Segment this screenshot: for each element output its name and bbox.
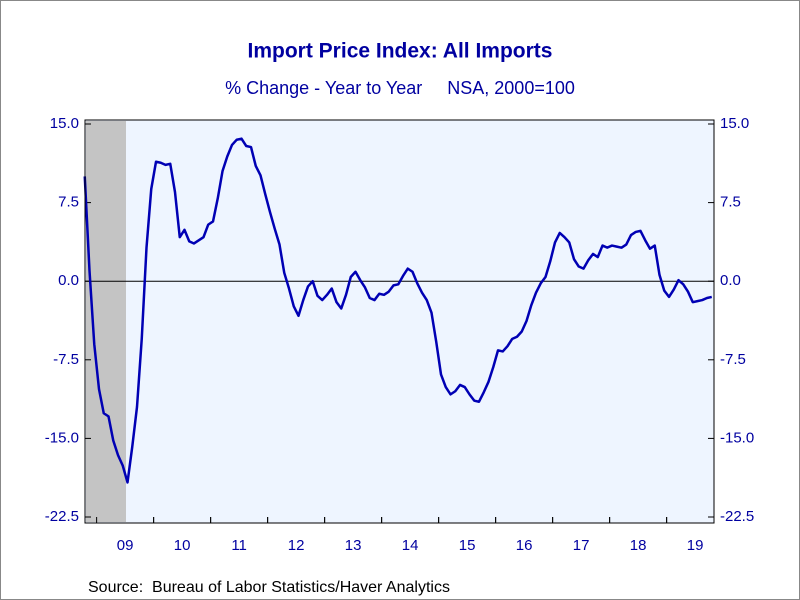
x-tick-label: 09 — [117, 537, 134, 554]
y2-tick-label: 0.0 — [720, 272, 741, 289]
x-tick-label: 13 — [345, 537, 362, 554]
y-tick-label: 15.0 — [50, 115, 79, 132]
chart-subtitle: % Change - Year to Year NSA, 2000=100 — [225, 78, 575, 98]
y2-tick-label: -7.5 — [720, 351, 746, 368]
y-tick-label: 0.0 — [58, 272, 79, 289]
x-tick-label: 10 — [174, 537, 191, 554]
y-tick-label: -15.0 — [45, 429, 79, 446]
y-tick-label: 7.5 — [58, 194, 79, 211]
x-tick-label: 17 — [573, 537, 590, 554]
y2-tick-label: 15.0 — [720, 115, 749, 132]
y2-tick-label: -15.0 — [720, 429, 754, 446]
plot-area — [85, 120, 714, 523]
y-tick-label: -7.5 — [53, 351, 79, 368]
x-tick-label: 14 — [402, 537, 419, 554]
source: Source: Bureau of Labor Statistics/Haver… — [88, 579, 450, 596]
y2-tick-label: -22.5 — [720, 508, 754, 525]
chart-title: Import Price Index: All Imports — [248, 40, 553, 63]
x-tick-label: 11 — [231, 537, 247, 554]
y-tick-label: -22.5 — [45, 508, 79, 525]
x-tick-label: 18 — [630, 537, 647, 554]
x-tick-label: 16 — [516, 537, 533, 554]
x-tick-label: 19 — [687, 537, 704, 554]
x-tick-label: 12 — [288, 537, 305, 554]
y2-tick-label: 7.5 — [720, 194, 741, 211]
plot-border — [84, 119, 715, 524]
line-series — [83, 137, 713, 484]
x-tick-label: 15 — [459, 537, 476, 554]
